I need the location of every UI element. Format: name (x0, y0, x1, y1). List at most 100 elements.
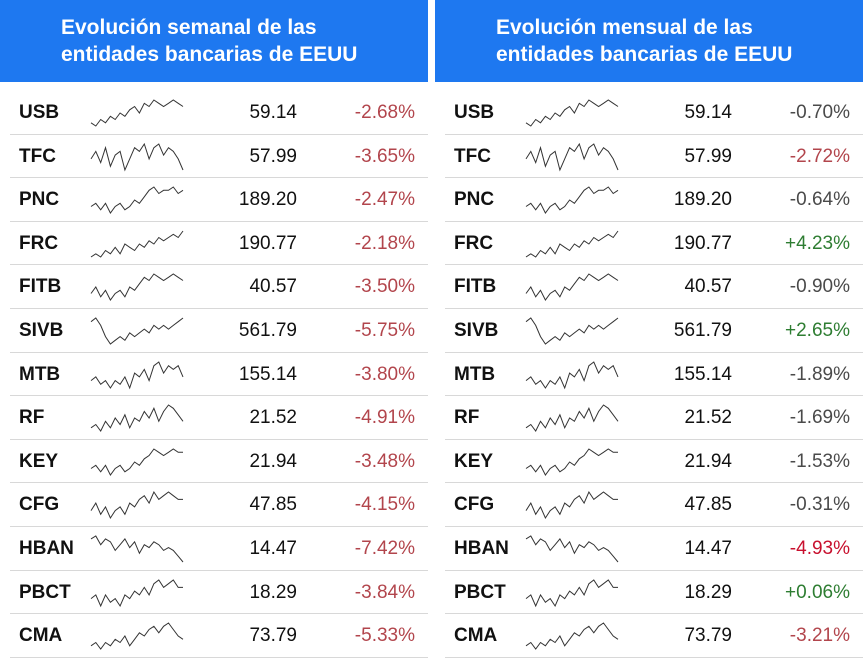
sparkline-series (90, 142, 184, 172)
table-row: KEY 21.94 -1.53% (445, 440, 863, 484)
sparkline (525, 273, 619, 302)
price-value: 73.79 (249, 625, 297, 647)
price-value: 14.47 (249, 538, 297, 559)
table-row: RF 21.52 -4.91% (10, 396, 428, 440)
table-row: TFC 57.99 -2.72% (445, 135, 863, 179)
ticker-label: RF (19, 407, 45, 429)
sparkline-series (525, 186, 619, 215)
change-value: +4.23% (785, 232, 850, 254)
price-value: 155.14 (238, 363, 297, 385)
table-row: CMA 73.79 -5.33% (10, 614, 428, 658)
sparkline-series (90, 230, 184, 258)
change-value: -2.18% (354, 232, 415, 254)
sparkline (90, 273, 184, 302)
sparkline (525, 622, 619, 651)
change-value: -0.90% (789, 276, 850, 298)
change-value: -0.31% (789, 494, 850, 516)
weekly-title: Evolución semanal de las entidades banca… (61, 16, 358, 66)
ticker-label: TFC (454, 145, 491, 167)
price-value: 40.57 (684, 276, 732, 298)
sparkline (90, 317, 184, 345)
sparkline-series (525, 317, 619, 345)
table-row: SIVB 561.79 -5.75% (10, 309, 428, 353)
table-row: MTB 155.14 -1.89% (445, 353, 863, 397)
ticker-label: SIVB (454, 320, 499, 341)
sparkline (525, 448, 618, 476)
sparkline (90, 535, 184, 563)
sparkline-series (525, 491, 618, 520)
price-value: 18.29 (249, 581, 297, 603)
table-row: HBAN 14.47 -7.42% (10, 527, 428, 571)
sparkline-series (525, 99, 619, 127)
ticker-label: FITB (454, 276, 497, 298)
change-value: -3.50% (354, 276, 415, 298)
change-value: -3.21% (789, 625, 850, 647)
sparkline-series (525, 230, 619, 258)
sparkline (90, 491, 183, 520)
sparkline (525, 535, 619, 563)
change-value: -7.42% (354, 538, 415, 559)
table-row: USB 59.14 -2.68% (10, 91, 428, 135)
sparkline-series (525, 273, 619, 302)
ticker-label: FRC (19, 232, 59, 254)
sparkline-series (90, 317, 184, 345)
sparkline (525, 404, 619, 433)
price-value: 561.79 (238, 320, 297, 341)
table-row: KEY 21.94 -3.48% (10, 440, 428, 484)
sparkline (90, 578, 183, 607)
price-value: 189.20 (238, 189, 297, 211)
price-value: 47.85 (684, 494, 732, 516)
table-row: CFG 47.85 -0.31% (445, 483, 863, 527)
change-value: -3.48% (354, 450, 415, 472)
change-value: -2.47% (354, 189, 415, 211)
sparkline (525, 186, 619, 215)
sparkline-series (90, 535, 184, 563)
price-value: 21.52 (249, 407, 297, 429)
change-value: -1.69% (789, 407, 850, 429)
sparkline-series (525, 622, 619, 651)
sparkline-series (90, 404, 184, 433)
sparkline-series (525, 535, 619, 563)
table-row: SIVB 561.79 +2.65% (445, 309, 863, 353)
ticker-label: HBAN (454, 538, 509, 559)
price-value: 189.20 (673, 189, 732, 211)
sparkline (90, 186, 184, 215)
ticker-label: USB (19, 102, 60, 123)
change-value: -4.93% (789, 538, 850, 559)
sparkline-series (525, 360, 619, 390)
table-row: PBCT 18.29 -3.84% (10, 571, 428, 615)
change-value: -4.15% (354, 494, 415, 516)
change-value: -3.80% (354, 363, 415, 385)
sparkline (525, 142, 619, 172)
change-value: -3.65% (354, 145, 415, 167)
table-row: HBAN 14.47 -4.93% (445, 527, 863, 571)
change-value: -5.33% (354, 625, 415, 647)
table-row: PNC 189.20 -0.64% (445, 178, 863, 222)
sparkline (525, 99, 619, 127)
ticker-label: FRC (454, 232, 494, 254)
sparkline-series (90, 99, 184, 127)
price-value: 57.99 (684, 145, 732, 167)
sparkline-series (525, 448, 618, 476)
monthly-title: Evolución mensual de las entidades banca… (496, 16, 793, 66)
sparkline (525, 578, 618, 607)
ticker-label: HBAN (19, 538, 74, 559)
ticker-label: RF (454, 407, 480, 429)
price-value: 190.77 (673, 232, 732, 254)
price-value: 190.77 (238, 232, 297, 254)
price-value: 21.94 (684, 450, 732, 472)
table-row: FRC 190.77 -2.18% (10, 222, 428, 266)
table-row: CFG 47.85 -4.15% (10, 483, 428, 527)
sparkline (90, 230, 184, 258)
change-value: -5.75% (354, 320, 415, 341)
change-value: +2.65% (785, 320, 850, 341)
sparkline (525, 360, 619, 390)
table-row: FITB 40.57 -0.90% (445, 265, 863, 309)
sparkline (90, 142, 184, 172)
ticker-label: TFC (19, 145, 56, 167)
sparkline (90, 448, 183, 476)
ticker-label: PNC (19, 189, 60, 211)
table-row: PNC 189.20 -2.47% (10, 178, 428, 222)
ticker-label: MTB (454, 363, 496, 385)
